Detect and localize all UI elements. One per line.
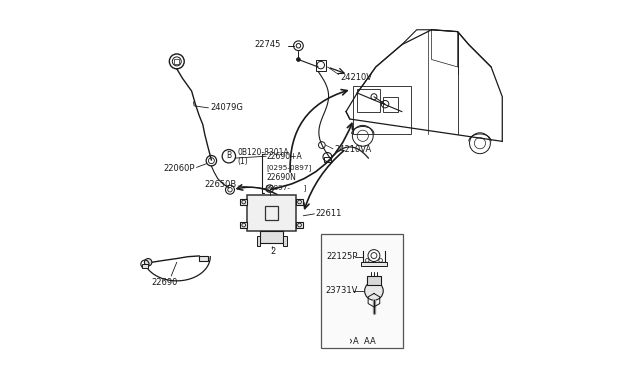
Bar <box>383 97 398 112</box>
Bar <box>265 206 278 219</box>
Text: 22745: 22745 <box>255 40 281 49</box>
Text: 22690+A: 22690+A <box>266 152 302 161</box>
Bar <box>199 256 209 261</box>
Text: B: B <box>227 151 232 160</box>
Bar <box>362 262 387 266</box>
Text: 24210V: 24210V <box>341 73 373 81</box>
Text: (1): (1) <box>237 157 248 166</box>
Bar <box>296 222 303 228</box>
Text: 24079G: 24079G <box>211 103 243 112</box>
Bar <box>357 89 380 112</box>
Bar <box>141 264 148 267</box>
Bar <box>257 236 260 246</box>
Bar <box>321 234 403 348</box>
Bar <box>367 276 381 285</box>
Bar <box>324 157 331 162</box>
Text: [0897-      ]: [0897- ] <box>266 185 307 191</box>
Bar <box>260 231 283 243</box>
Bar <box>248 195 296 231</box>
Text: 22690N: 22690N <box>266 173 296 182</box>
Text: 0B120-8301A: 0B120-8301A <box>237 148 289 157</box>
Bar <box>240 222 248 228</box>
Bar <box>283 236 287 246</box>
Text: 22690: 22690 <box>151 278 178 287</box>
Text: 2: 2 <box>271 247 276 256</box>
Text: 22060P: 22060P <box>163 164 195 173</box>
Bar <box>174 59 179 64</box>
Text: [0295-0897]: [0295-0897] <box>266 164 311 171</box>
Circle shape <box>365 282 383 300</box>
Text: A  AA: A AA <box>353 337 376 346</box>
Bar <box>240 199 248 205</box>
Bar <box>316 60 326 71</box>
Circle shape <box>296 58 300 61</box>
Circle shape <box>145 259 152 266</box>
Bar <box>296 199 303 205</box>
Text: 24210VA: 24210VA <box>334 145 371 154</box>
Text: 22650B: 22650B <box>204 180 236 189</box>
Bar <box>353 86 411 134</box>
Text: 23731V: 23731V <box>326 286 358 295</box>
Text: 22125P: 22125P <box>326 252 358 261</box>
Text: 22611: 22611 <box>316 209 342 218</box>
